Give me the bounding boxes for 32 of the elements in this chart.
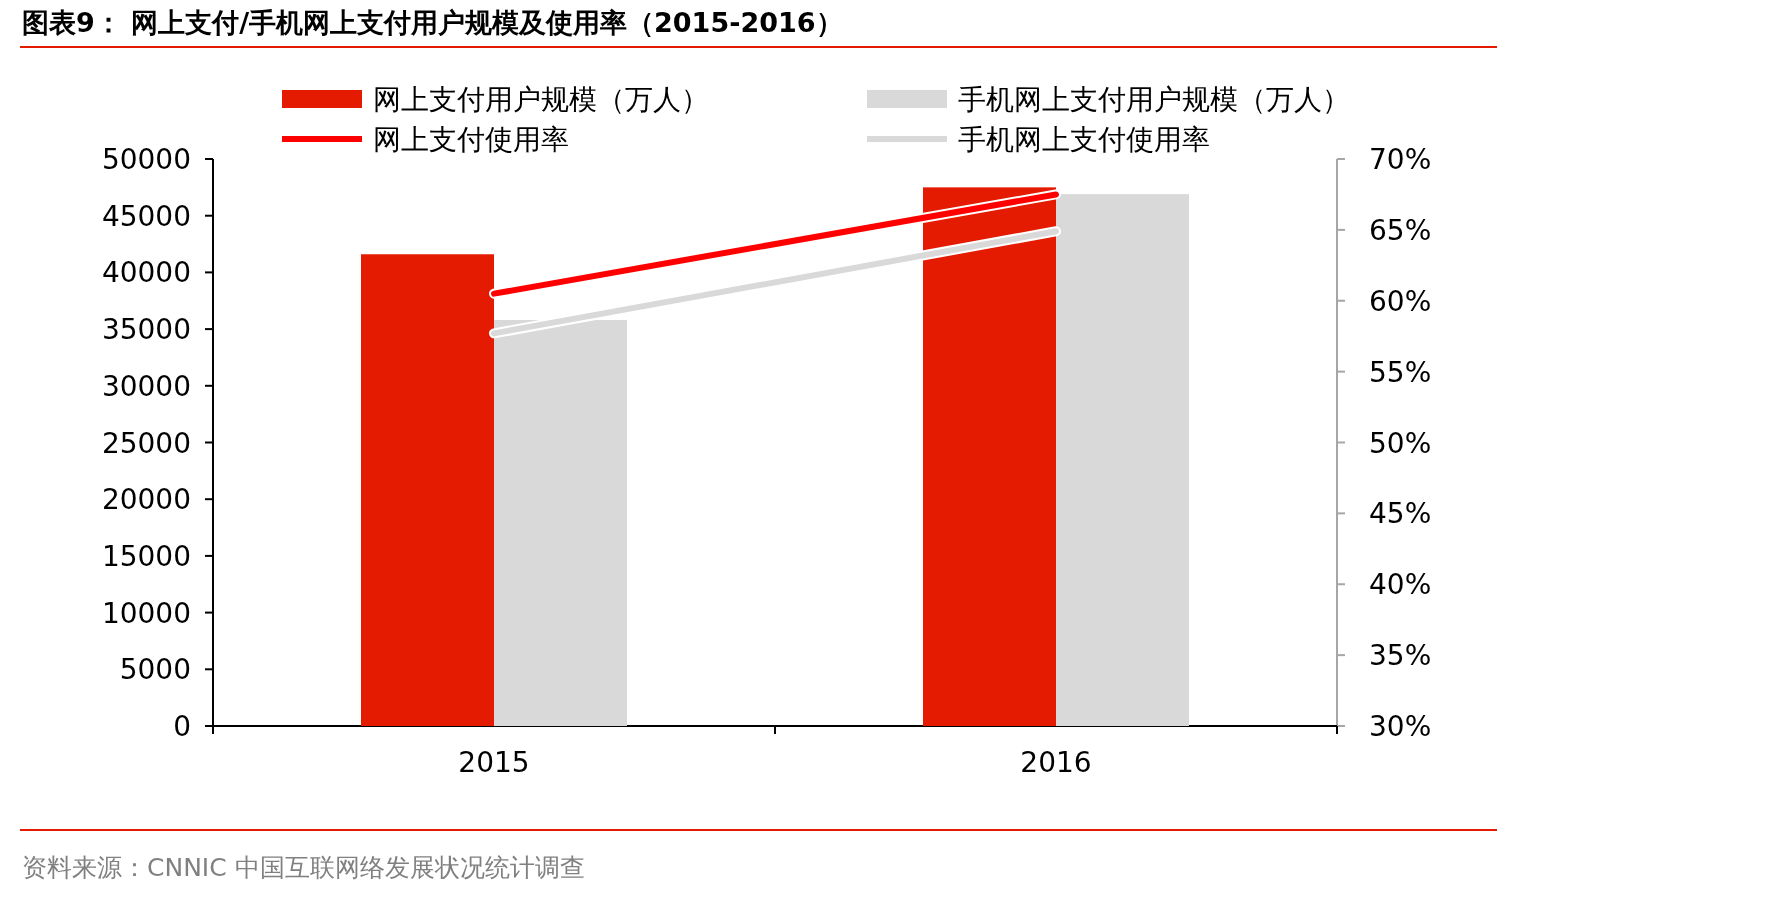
- y-tick-label: 0: [173, 710, 191, 743]
- y2-tick-label: 45%: [1369, 497, 1432, 531]
- y-tick-label: 25000: [101, 426, 191, 460]
- bar: [361, 254, 494, 726]
- y-tick-label: 50000: [101, 143, 191, 176]
- y2-tick-label: 40%: [1369, 568, 1432, 602]
- bar: [494, 320, 627, 726]
- legend-label: 手机网上支付使用率: [958, 123, 1210, 156]
- y2-tick-label: 35%: [1369, 639, 1432, 673]
- y2-tick-label: 55%: [1369, 355, 1432, 389]
- y-tick-label: 30000: [101, 369, 191, 403]
- y-tick-label: 15000: [101, 539, 191, 573]
- y2-tick-label: 30%: [1369, 710, 1432, 743]
- x-tick-label: 2015: [458, 746, 530, 779]
- y-tick-label: 20000: [101, 483, 191, 517]
- text: 资料来源：CNNIC 中国互联网络发展状况统计调查: [22, 853, 585, 882]
- y2-tick-label: 70%: [1369, 143, 1432, 176]
- y2-tick-label: 50%: [1369, 426, 1432, 460]
- y-tick-label: 10000: [101, 596, 191, 630]
- y2-tick-label: 65%: [1369, 213, 1432, 247]
- x-tick-label: 2016: [1020, 746, 1092, 779]
- bar: [923, 187, 1056, 726]
- legend-label: 手机网上支付用户规模（万人）: [958, 83, 1350, 116]
- y-tick-label: 5000: [119, 653, 191, 687]
- y2-tick-label: 60%: [1369, 284, 1432, 318]
- y-tick-label: 45000: [101, 199, 191, 233]
- y-tick-label: 40000: [101, 256, 191, 290]
- y-tick-label: 35000: [101, 313, 191, 347]
- chart-title: 图表9： 网上支付/手机网上支付用户规模及使用率（2015-2016）: [22, 7, 843, 38]
- legend-label: 网上支付使用率: [373, 123, 569, 156]
- legend-label: 网上支付用户规模（万人）: [373, 83, 709, 116]
- bar: [1056, 194, 1189, 726]
